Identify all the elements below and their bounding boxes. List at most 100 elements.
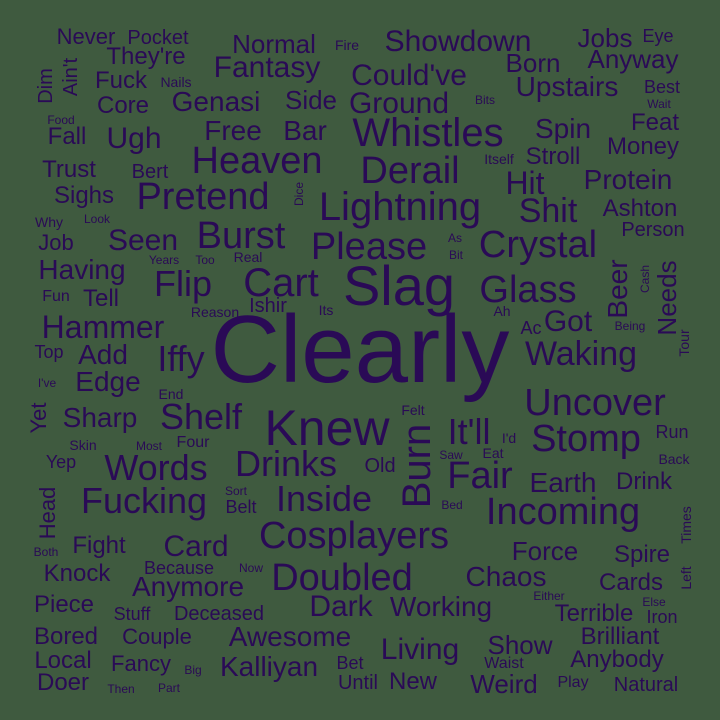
word-burn: Burn [395,423,439,509]
word-needs: Needs [652,260,682,336]
word-both: Both [33,545,59,559]
word-aint: Ain't [60,57,82,97]
word-lightning: Lightning [318,185,482,229]
word-born: Born [505,48,561,78]
word-shelf: Shelf [159,396,243,437]
word-end: End [158,386,184,402]
word-ground: Ground [348,87,450,120]
word-tell: Tell [82,285,120,312]
word-stomp: Stomp [531,418,641,460]
word-as: As [447,231,463,245]
word-most: Most [135,439,163,453]
word-why: Why [35,214,63,230]
word-working: Working [389,591,493,622]
word-hit: Hit [505,165,545,201]
word-left: Left [678,566,694,590]
word-back: Back [658,451,690,467]
word-waking: Waking [524,335,638,373]
word-drink: Drink [615,468,673,495]
word-spire: Spire [613,541,671,568]
word-now: Now [238,561,264,575]
word-tour: Tour [676,329,692,357]
word-fucking: Fucking [80,480,208,521]
word-sighs: Sighs [53,182,115,209]
word-else: Else [642,595,666,609]
word-fight: Fight [72,532,126,559]
word-dark: Dark [309,590,373,623]
word-ishir: Ishir [249,295,287,317]
word-ah: Ah [493,303,511,319]
word-doubled: Doubled [271,557,413,599]
word-natural: Natural [613,674,679,696]
word-id: I'd [501,430,517,446]
word-wait: Wait [647,97,671,111]
word-fun: Fun [42,288,70,305]
word-drinks: Drinks [234,443,338,484]
word-knew: Knew [264,400,390,456]
word-core: Core [96,92,150,119]
word-part: Part [157,681,181,695]
word-yet: Yet [26,402,51,434]
word-force: Force [511,536,579,566]
word-because: Because [143,558,215,578]
word-fuck: Fuck [94,67,148,94]
word-best: Best [643,77,681,97]
word-hammer: Hammer [41,309,165,345]
word-crystal: Crystal [478,224,598,266]
word-felt: Felt [401,402,425,418]
word-skin: Skin [69,437,97,453]
word-real: Real [233,249,263,265]
word-pretend: Pretend [136,176,270,218]
word-ive: I've [37,376,57,390]
word-card: Card [163,530,229,563]
word-bits: Bits [474,93,496,107]
word-top: Top [34,342,64,362]
word-run: Run [655,422,689,442]
word-play: Play [557,674,589,691]
word-derail: Derail [360,150,460,192]
word-itll: It'll [447,411,491,452]
word-showdown: Showdown [384,25,532,58]
word-fantasy: Fantasy [213,51,321,84]
word-fair: Fair [447,455,513,497]
word-cosplayers: Cosplayers [258,515,450,557]
word-years: Years [148,253,180,267]
word-couldve: Could've [351,59,467,92]
word-fire: Fire [334,37,360,53]
word-pocket: Pocket [127,27,189,49]
word-side: Side [284,85,338,115]
word-chaos: Chaos [465,561,547,592]
word-anyway: Anyway [587,44,679,74]
word-stroll: Stroll [525,143,581,170]
word-until: Until [337,672,379,694]
word-head: Head [35,486,60,540]
word-edge: Edge [75,366,141,397]
word-big: Big [184,663,202,677]
word-dim: Dim [35,68,57,104]
word-normal: Normal [232,29,316,59]
word-inside: Inside [275,478,373,519]
word-too: Too [195,253,215,267]
word-free: Free [204,115,262,146]
word-food: Food [47,113,75,127]
word-old: Old [364,455,396,477]
word-heaven: Heaven [191,140,323,182]
word-awesome: Awesome [228,621,352,652]
word-belt: Belt [225,497,257,517]
word-cash: Cash [638,264,652,294]
word-kalliyan: Kalliyan [219,651,319,682]
word-ac: Ac [520,318,542,338]
word-local: Local [34,647,92,674]
word-eye: Eye [642,26,674,46]
word-four: Four [176,434,210,451]
word-protein: Protein [583,164,673,195]
word-show: Show [487,630,553,660]
word-then: Then [107,682,135,696]
word-having: Having [38,254,126,285]
word-eat: Eat [482,445,504,461]
word-bert: Bert [131,161,169,183]
word-its: Its [318,302,334,318]
word-nails: Nails [160,74,192,90]
word-bit: Bit [448,248,464,262]
